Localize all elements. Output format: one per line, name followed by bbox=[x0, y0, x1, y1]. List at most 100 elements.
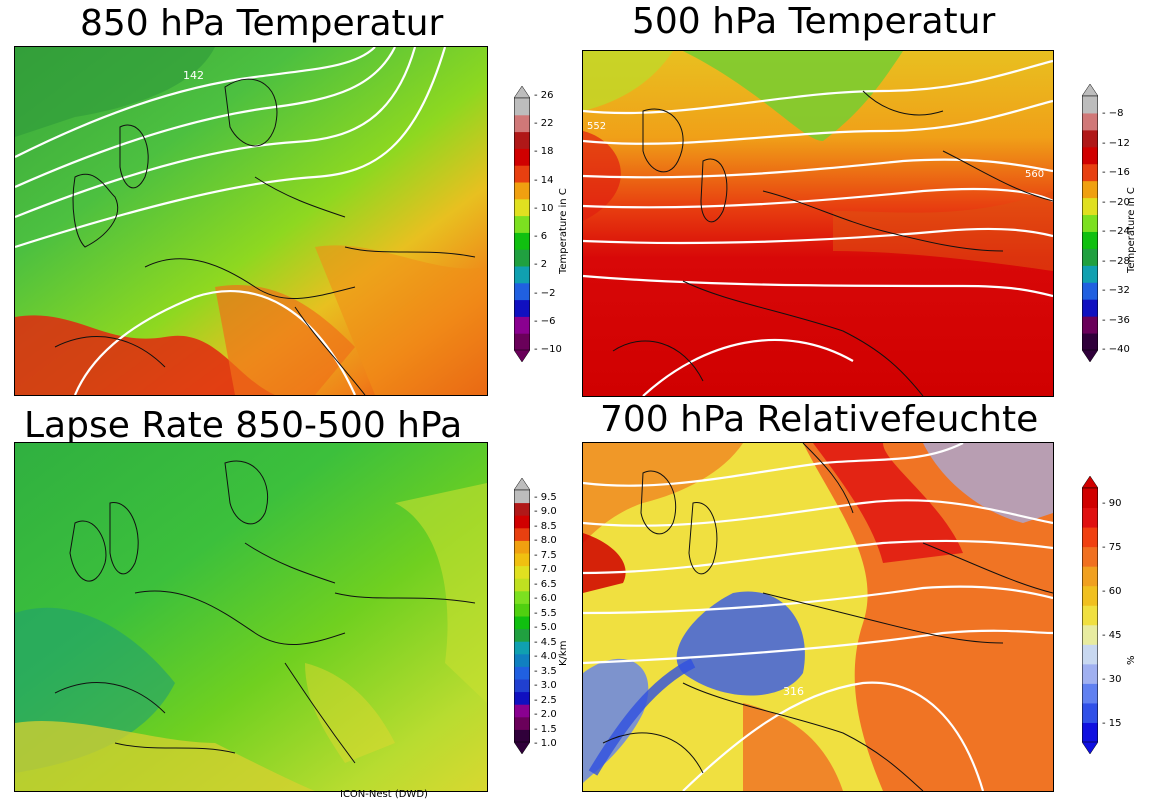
colorbar-tick-label: - 3.5 bbox=[534, 665, 557, 677]
colorbar-tick-label: - −36 bbox=[1102, 314, 1130, 326]
colorbar-tick-label: - −32 bbox=[1102, 285, 1130, 296]
contour-label: 316 bbox=[783, 685, 804, 698]
colorbar-swatch bbox=[514, 603, 530, 617]
map-lapse-rate bbox=[14, 442, 488, 792]
colorbar-swatch bbox=[514, 131, 530, 149]
colorbar-swatch bbox=[1082, 683, 1098, 704]
colorbar-swatch bbox=[1082, 722, 1098, 743]
colorbar-tick-label: - −2 bbox=[534, 287, 556, 299]
contour-label: 142 bbox=[183, 69, 204, 82]
colorbar-tick-label: - −12 bbox=[1102, 137, 1130, 149]
colorbar-max-arrow bbox=[513, 477, 531, 491]
colorbar-swatch bbox=[1082, 96, 1098, 114]
contour-label: 552 bbox=[587, 121, 606, 132]
colorbar-lapse-rate: - 9.5 - 9.0 - 8.5 - 8.0 - 7.5 - 7.0 - 6.5 - 6.0… bbox=[513, 477, 574, 755]
colorbar-tick-label: - −24 bbox=[1102, 226, 1130, 237]
colorbar-swatch bbox=[514, 527, 530, 541]
colorbar-swatch bbox=[1082, 129, 1098, 148]
colorbar-max-arrow bbox=[1081, 83, 1099, 97]
colorbar-tick-label: - 7.5 bbox=[534, 549, 557, 561]
colorbar-swatch bbox=[1082, 527, 1098, 548]
colorbar-tick-label: - 5.0 bbox=[534, 622, 557, 634]
colorbar-swatch bbox=[514, 704, 530, 718]
colorbar-swatch bbox=[514, 578, 530, 592]
colorbar-swatch bbox=[1082, 624, 1098, 645]
colorbar-tick-label: - −28 bbox=[1102, 255, 1130, 267]
colorbar-swatch bbox=[1082, 248, 1098, 266]
colorbar-tick-label: - 6.5 bbox=[534, 578, 557, 590]
colorbar-unit-label: K/km bbox=[558, 640, 569, 666]
panel-title: Lapse Rate 850-500 hPa bbox=[24, 405, 463, 446]
colorbar-tick-label: - 15 bbox=[1102, 718, 1122, 729]
colorbar-tick-label: - 8.0 bbox=[534, 535, 557, 547]
colorbar-swatch bbox=[1082, 507, 1098, 528]
colorbar-tick-label: - 7.0 bbox=[534, 564, 557, 576]
colorbar-swatch bbox=[514, 502, 530, 516]
colorbar-swatch bbox=[1082, 231, 1098, 249]
colorbar-tick-label: - 22 bbox=[534, 118, 554, 130]
colorbar-gradient bbox=[1081, 475, 1099, 755]
colorbar-850hpa: - 26 - 22 - 18 - 14 - 10 - 6 - 2 - −2 - −6 - −10 T… bbox=[513, 85, 574, 363]
colorbar-swatch bbox=[514, 114, 530, 133]
colorbar-tick-label: - 60 bbox=[1102, 586, 1122, 597]
colorbar-swatch bbox=[1082, 112, 1098, 131]
colorbar-swatch bbox=[514, 266, 530, 284]
colorbar-swatch bbox=[514, 215, 530, 233]
colorbar-swatch bbox=[1082, 644, 1098, 665]
colorbar-swatch bbox=[1082, 663, 1098, 684]
colorbar-max-arrow bbox=[513, 85, 531, 99]
colorbar-swatch bbox=[1082, 546, 1098, 567]
colorbar-gradient bbox=[1081, 83, 1099, 363]
colorbar-swatch bbox=[514, 653, 530, 667]
panel-title: 500 hPa Temperatur bbox=[632, 1, 996, 42]
colorbar-tick-label: - 1.5 bbox=[534, 723, 557, 735]
colorbar-swatch bbox=[1082, 180, 1098, 199]
colorbar-tick-label: - 9.5 bbox=[534, 492, 557, 503]
colorbar-swatch bbox=[1082, 566, 1098, 587]
colorbar-swatch bbox=[1082, 197, 1098, 216]
colorbar-swatch bbox=[514, 198, 530, 217]
colorbar-min-arrow bbox=[1081, 349, 1099, 363]
colorbar-tick-label: - 18 bbox=[534, 146, 554, 158]
colorbar-swatch bbox=[514, 641, 530, 655]
colorbar-swatch bbox=[514, 299, 530, 317]
model-credit: ICON-Nest (DWD) bbox=[340, 789, 428, 800]
colorbar-outline bbox=[514, 489, 530, 743]
colorbar-swatch bbox=[514, 666, 530, 680]
colorbar-500hpa: - −8 - −12 - −16 - −20 - −24 - −28 - −32 - −36 -… bbox=[1081, 83, 1152, 363]
contour-label: 560 bbox=[1025, 169, 1044, 180]
colorbar-tick-label: - 5.5 bbox=[534, 607, 557, 619]
colorbar-tick-label: - 14 bbox=[534, 174, 554, 186]
colorbar-tick-label: - 26 bbox=[534, 90, 554, 101]
colorbar-swatch bbox=[1082, 605, 1098, 626]
colorbar-swatch bbox=[1082, 146, 1098, 165]
colorbar-tick-label: - 90 bbox=[1102, 498, 1122, 509]
colorbar-gradient bbox=[513, 477, 531, 755]
colorbar-tick-label: - 6 bbox=[534, 231, 548, 243]
colorbar-swatch bbox=[1082, 333, 1098, 351]
colorbar-outline bbox=[514, 97, 530, 351]
colorbar-tick-label: - −20 bbox=[1102, 196, 1130, 208]
colorbar-tick-label: - 45 bbox=[1102, 630, 1122, 641]
colorbar-unit-label: Temperature in C bbox=[1126, 187, 1137, 273]
colorbar-swatch bbox=[1082, 316, 1098, 334]
colorbar-swatch bbox=[1082, 265, 1098, 283]
colorbar-swatch bbox=[514, 165, 530, 183]
colorbar-swatch bbox=[514, 540, 530, 554]
colorbar-outline bbox=[1082, 487, 1098, 743]
colorbar-tick-label: - 8.5 bbox=[534, 520, 557, 532]
colorbar-swatch bbox=[1082, 488, 1098, 509]
colorbar-swatch bbox=[514, 616, 530, 630]
colorbar-swatch bbox=[1082, 702, 1098, 723]
colorbar-tick-label: - 30 bbox=[1102, 674, 1122, 685]
colorbar-gradient bbox=[513, 85, 531, 363]
map-850hpa-temperature: 142 bbox=[14, 46, 488, 396]
colorbar-swatch bbox=[514, 148, 530, 166]
colorbar-swatch bbox=[514, 553, 530, 567]
colorbar-tick-label: - −8 bbox=[1102, 108, 1124, 119]
colorbar-swatch bbox=[1082, 299, 1098, 317]
colorbar-tick-label: - 9.0 bbox=[534, 506, 557, 518]
colorbar-swatch bbox=[514, 98, 530, 116]
colorbar-tick-label: - −10 bbox=[534, 344, 562, 355]
colorbar-min-arrow bbox=[513, 741, 531, 755]
